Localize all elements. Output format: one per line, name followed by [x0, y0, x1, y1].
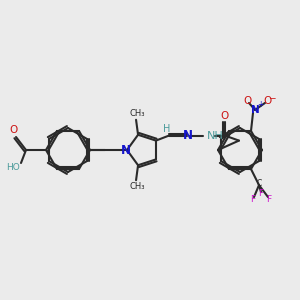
Text: O: O [10, 125, 18, 135]
Text: O: O [263, 96, 271, 106]
Text: O: O [221, 111, 229, 121]
Text: C: C [256, 178, 262, 188]
Text: +: + [257, 100, 263, 109]
Text: F: F [266, 195, 272, 204]
Text: O: O [243, 96, 251, 106]
Text: F: F [258, 189, 264, 198]
Text: H: H [163, 124, 171, 134]
Text: CH₃: CH₃ [129, 109, 145, 118]
Text: −: − [268, 93, 276, 102]
Text: NH: NH [207, 130, 224, 141]
Text: N: N [250, 105, 260, 115]
Text: CH₃: CH₃ [129, 182, 145, 191]
Text: F: F [250, 195, 256, 204]
Text: N: N [121, 143, 131, 157]
Text: HO: HO [6, 164, 20, 172]
Text: N: N [183, 129, 193, 142]
